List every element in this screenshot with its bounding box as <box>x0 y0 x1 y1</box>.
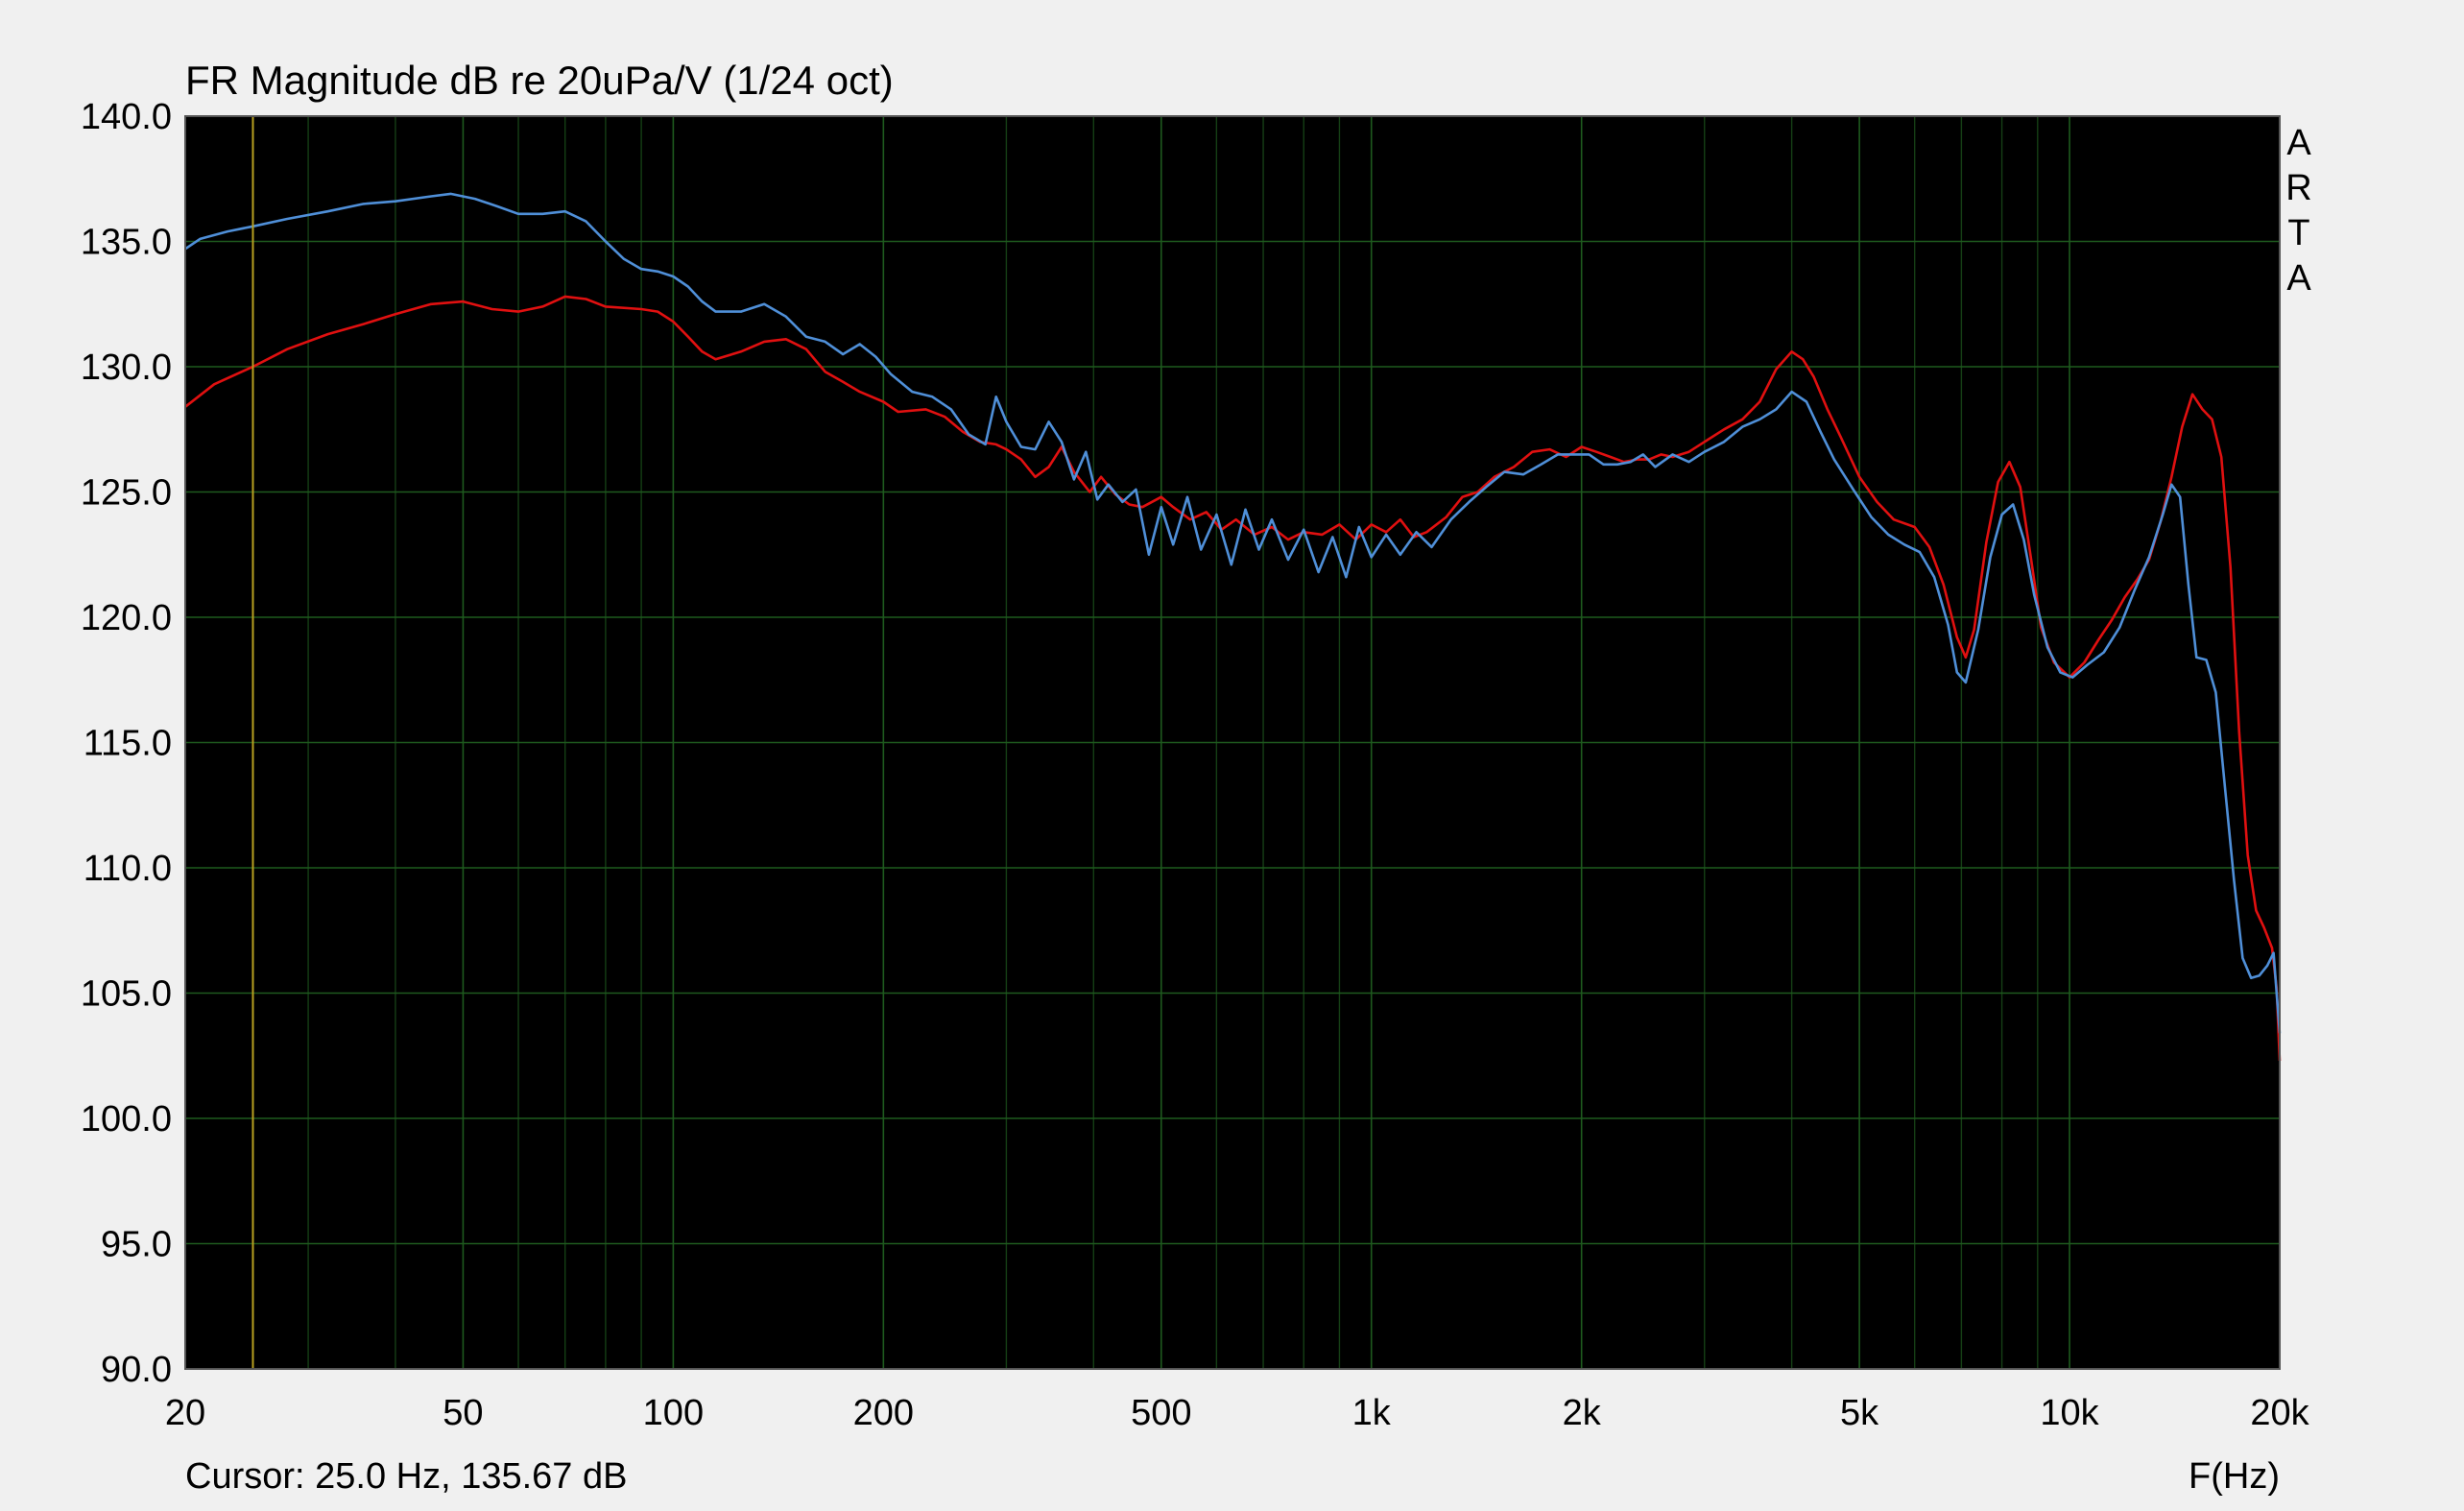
x-tick-label: 20 <box>165 1393 205 1433</box>
plot-frame <box>184 115 2281 1370</box>
x-axis-label: F(Hz) <box>2189 1456 2280 1497</box>
y-tick-label: 120.0 <box>81 598 172 638</box>
y-tick-label: 105.0 <box>81 974 172 1015</box>
x-tick-label: 100 <box>643 1393 704 1433</box>
x-tick-label: 2k <box>1563 1393 1602 1433</box>
series-layer <box>184 192 2282 1062</box>
side-label-letter: A <box>2286 258 2311 299</box>
x-tick-label: 200 <box>853 1393 914 1433</box>
x-tick-label: 1k <box>1352 1393 1392 1433</box>
y-tick-label: 130.0 <box>81 348 172 388</box>
y-tick-label: 125.0 <box>81 473 172 514</box>
chart-title: FR Magnitude dB re 20uPa/V (1/24 oct) <box>185 58 894 103</box>
x-tick-label: 5k <box>1840 1393 1879 1433</box>
y-tick-label: 100.0 <box>81 1099 172 1139</box>
y-axis-ticks: 90.0 95.0 100.0 105.0 110.0 115.0 120.0 125.0 13… <box>81 97 172 1390</box>
side-label-letter: R <box>2285 168 2311 208</box>
cursor-readout: Cursor: 25.0 Hz, 135.67 dB <box>185 1456 627 1497</box>
x-tick-label: 10k <box>2040 1393 2099 1433</box>
x-tick-label: 50 <box>443 1393 483 1433</box>
series-line-2 <box>184 192 2282 1034</box>
x-tick-label: 500 <box>1131 1393 1191 1433</box>
series-line-1 <box>184 295 2282 1062</box>
y-tick-label: 90.0 <box>101 1350 172 1390</box>
x-axis-ticks: 20 50 100 200 500 1k 2k 5k 10k 20k <box>165 1393 2310 1433</box>
y-tick-label: 110.0 <box>84 849 172 889</box>
y-tick-label: 95.0 <box>101 1225 172 1265</box>
y-tick-label: 140.0 <box>81 97 172 137</box>
side-label-letter: T <box>2287 213 2309 253</box>
side-label-letter: A <box>2286 123 2311 163</box>
x-tick-label: 20k <box>2250 1393 2309 1433</box>
y-tick-label: 115.0 <box>84 724 172 764</box>
y-tick-label: 135.0 <box>81 223 172 263</box>
